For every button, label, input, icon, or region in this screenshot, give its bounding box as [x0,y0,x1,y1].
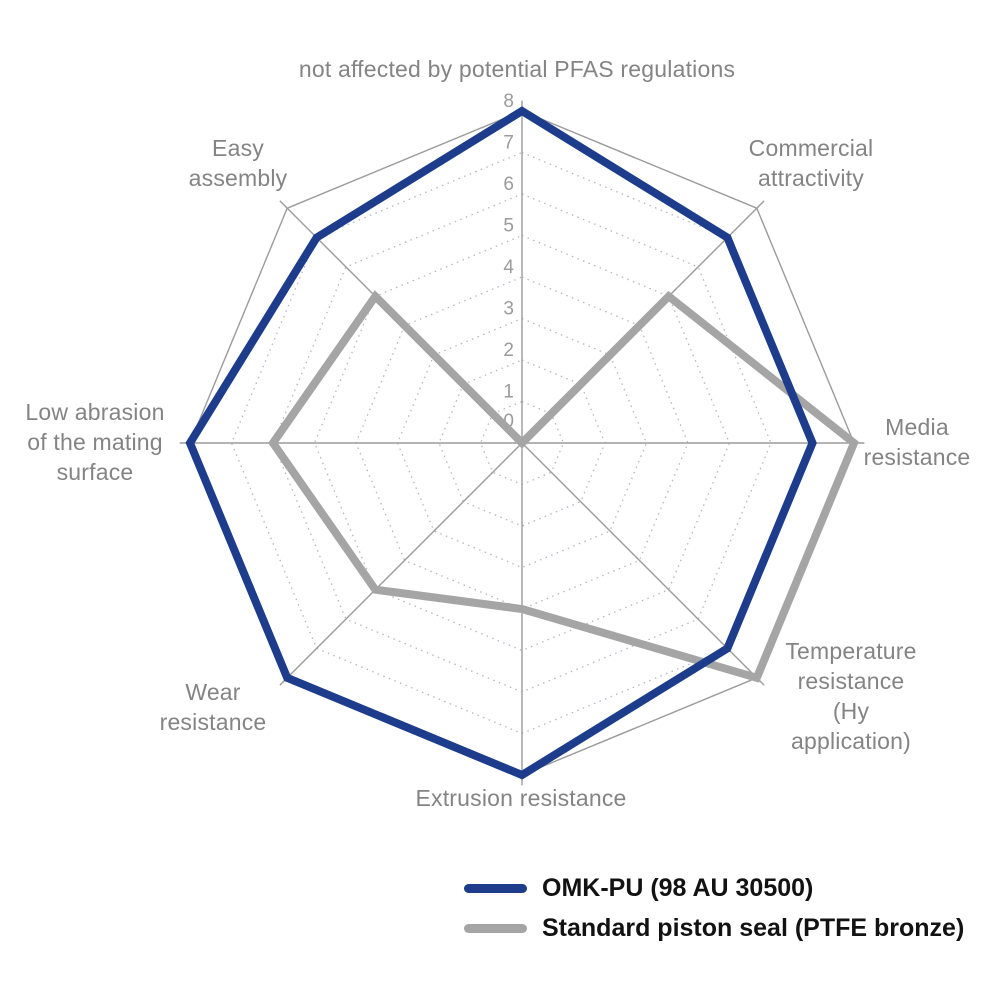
axis-label-commercial-attractivity: Commercial attractivity [748,135,874,191]
svg-text:1: 1 [503,382,514,403]
svg-text:8: 8 [503,91,514,112]
svg-text:6: 6 [503,174,514,195]
axis-label-pfas-regulations: not affected by potential PFAS regulatio… [298,56,736,82]
legend-label-standard-seal: Standard piston seal (PTFE bronze) [542,913,965,942]
svg-text:0: 0 [503,411,514,432]
legend-swatch-standard-seal-line [464,923,527,933]
axis-label-wear-resistance: Wear resistance [159,679,267,735]
legend-label-omk-pu: OMK-PU (98 AU 30500) [542,873,814,902]
svg-text:3: 3 [503,299,514,320]
svg-text:7: 7 [503,133,514,154]
svg-text:5: 5 [503,216,514,237]
chart-legend: OMK-PU (98 AU 30500) Standard piston sea… [464,868,964,948]
axis-label-extrusion-resistance: Extrusion resistance [415,785,627,811]
svg-text:4: 4 [503,257,514,278]
axis-label-media-resistance: Media resistance [863,414,971,470]
legend-swatch-omk-pu-line [464,883,527,893]
svg-text:2: 2 [503,340,514,361]
axis-label-temperature-resistance: Temperature resistance (Hy application) [785,638,917,754]
legend-item-standard-piston-seal: Standard piston seal (PTFE bronze) [464,908,964,948]
axis-label-easy-assembly: Easy assembly [188,135,288,191]
axis-label-low-abrasion: Low abrasion of the mating surface [25,399,165,485]
legend-item-omk-pu: OMK-PU (98 AU 30500) [464,868,964,908]
